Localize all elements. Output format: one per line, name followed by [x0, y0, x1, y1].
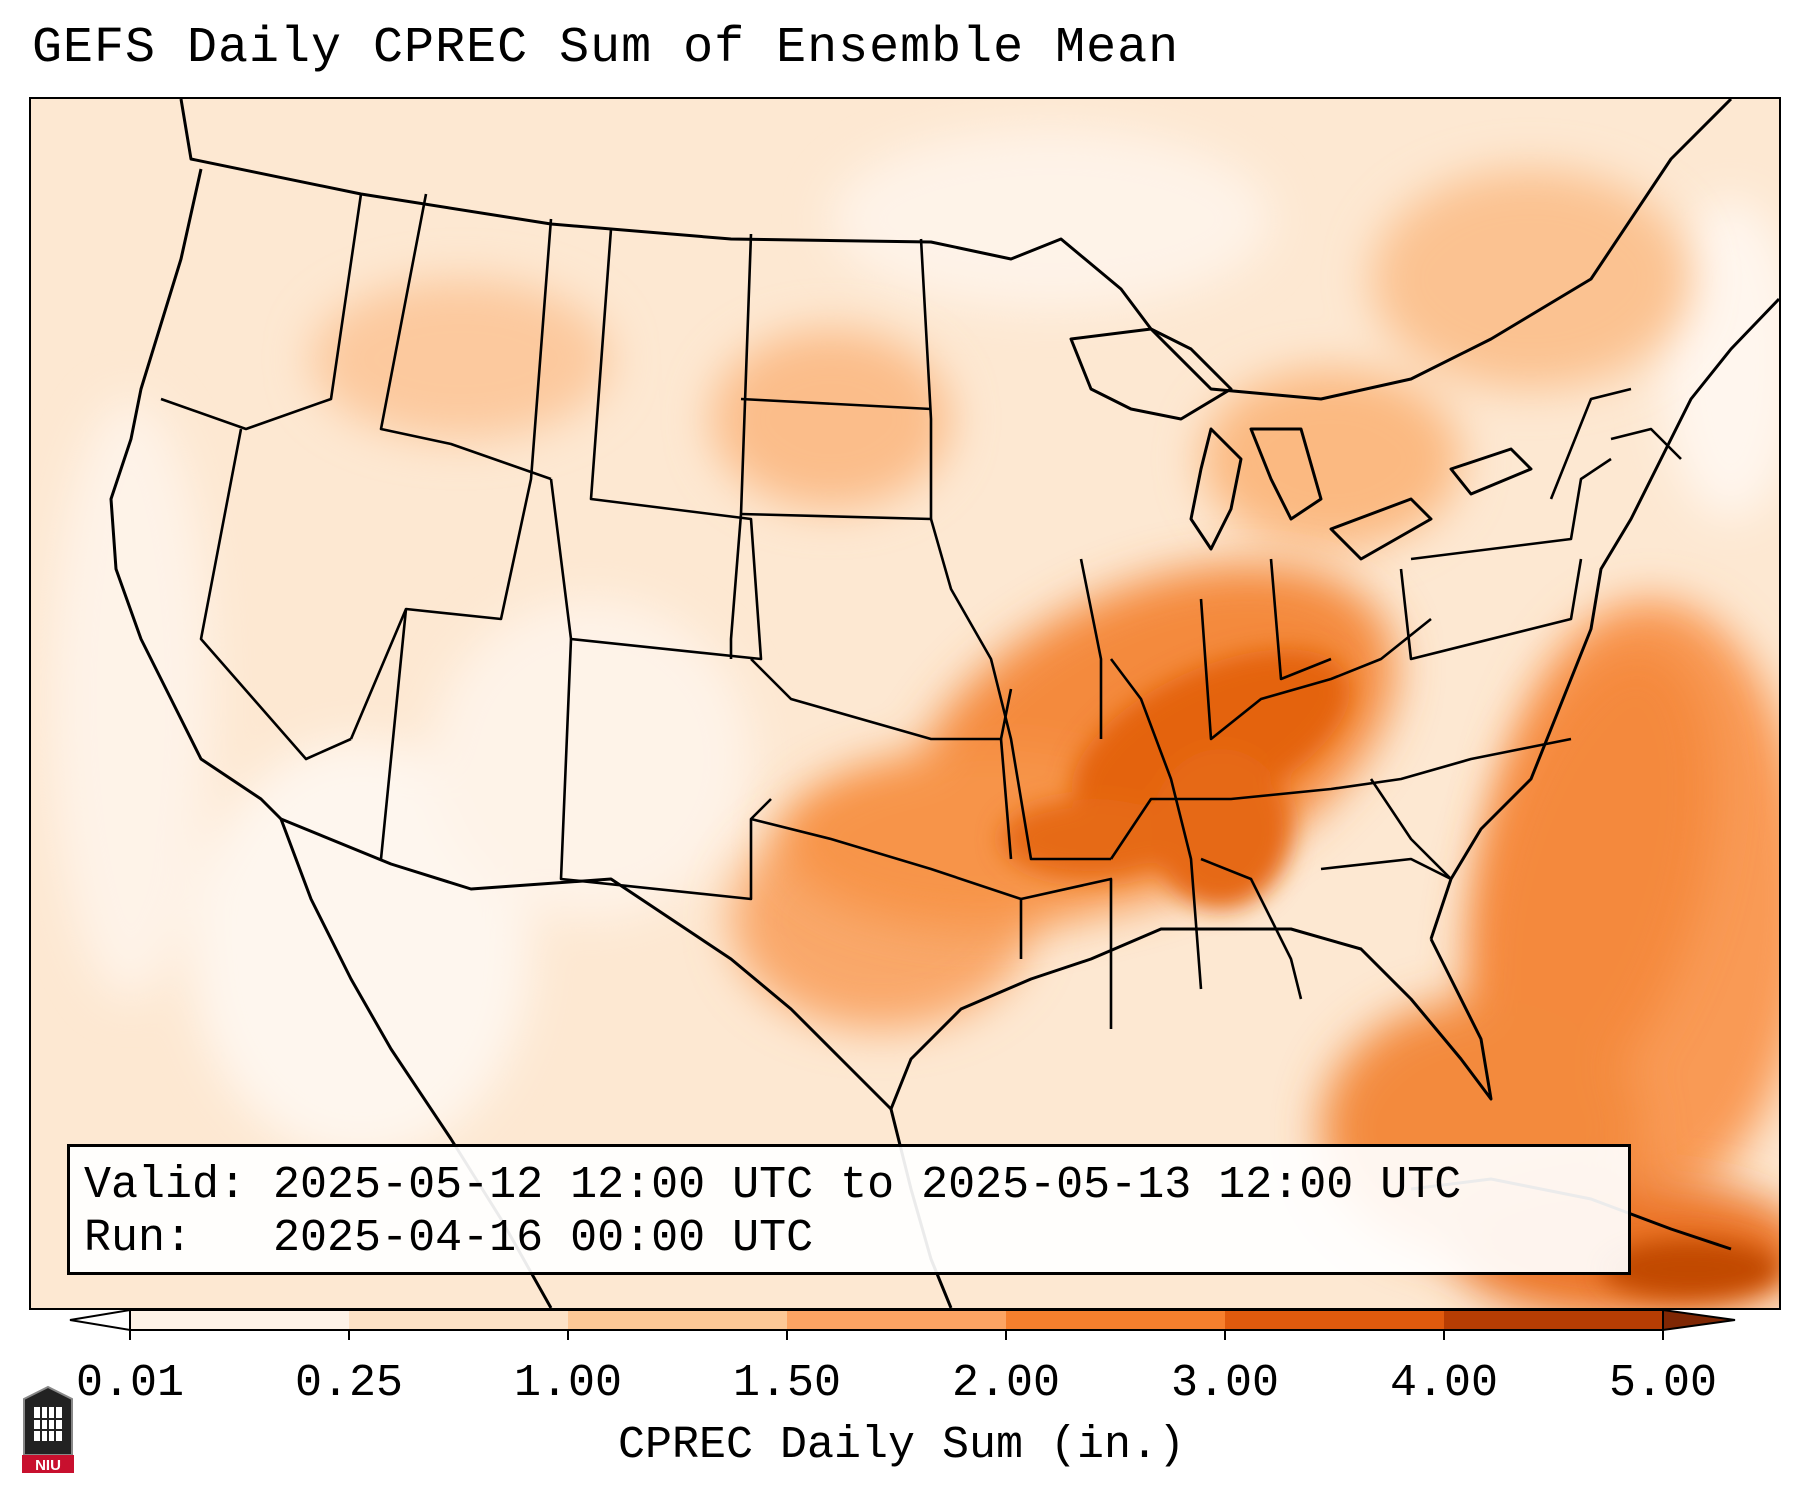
colorbar-extend-high [1662, 1308, 1736, 1332]
state-borders [160, 193, 1682, 1029]
colorbar-tick-label: 3.00 [1170, 1358, 1280, 1409]
precip-map [31, 99, 1779, 1308]
colorbar-extend-low [69, 1308, 131, 1332]
colorbar-tick-label: 1.50 [732, 1358, 842, 1409]
logo-text: NIU [35, 1457, 61, 1474]
colorbar-tick-label: 5.00 [1608, 1358, 1718, 1409]
colorbar-segment [568, 1310, 788, 1330]
colorbar-tick-label: 0.01 [75, 1358, 185, 1409]
colorbar-tick-label: 1.00 [513, 1358, 623, 1409]
colorbar-tick-label: 2.00 [951, 1358, 1061, 1409]
colorbar-label: CPREC Daily Sum (in.) [617, 1420, 1186, 1471]
colorbar-tick-label: 0.25 [294, 1358, 404, 1409]
run-time: 2025-04-16 00:00 UTC [273, 1213, 814, 1264]
colorbar [69, 1308, 1736, 1340]
colorbar-tick-label: 4.00 [1389, 1358, 1499, 1409]
colorbar-segment [1006, 1310, 1226, 1330]
niu-logo-icon: NIU [22, 1385, 74, 1474]
run-label: Run: [84, 1213, 193, 1264]
colorbar-outline [129, 1309, 1664, 1331]
map-panel [29, 97, 1781, 1310]
colorbar-segment [1444, 1310, 1664, 1330]
map-title: GEFS Daily CPREC Sum of Ensemble Mean [32, 20, 1180, 77]
colorbar-segment [1225, 1310, 1445, 1330]
colorbar-segment [349, 1310, 569, 1330]
valid-time-range: 2025-05-12 12:00 UTC to 2025-05-13 12:00… [273, 1160, 1462, 1211]
validity-info-box: Valid: 2025-05-12 12:00 UTC to 2025-05-1… [67, 1144, 1631, 1275]
colorbar-segment [130, 1310, 350, 1330]
colorbar-segment [787, 1310, 1007, 1330]
valid-label: Valid: [84, 1160, 247, 1211]
